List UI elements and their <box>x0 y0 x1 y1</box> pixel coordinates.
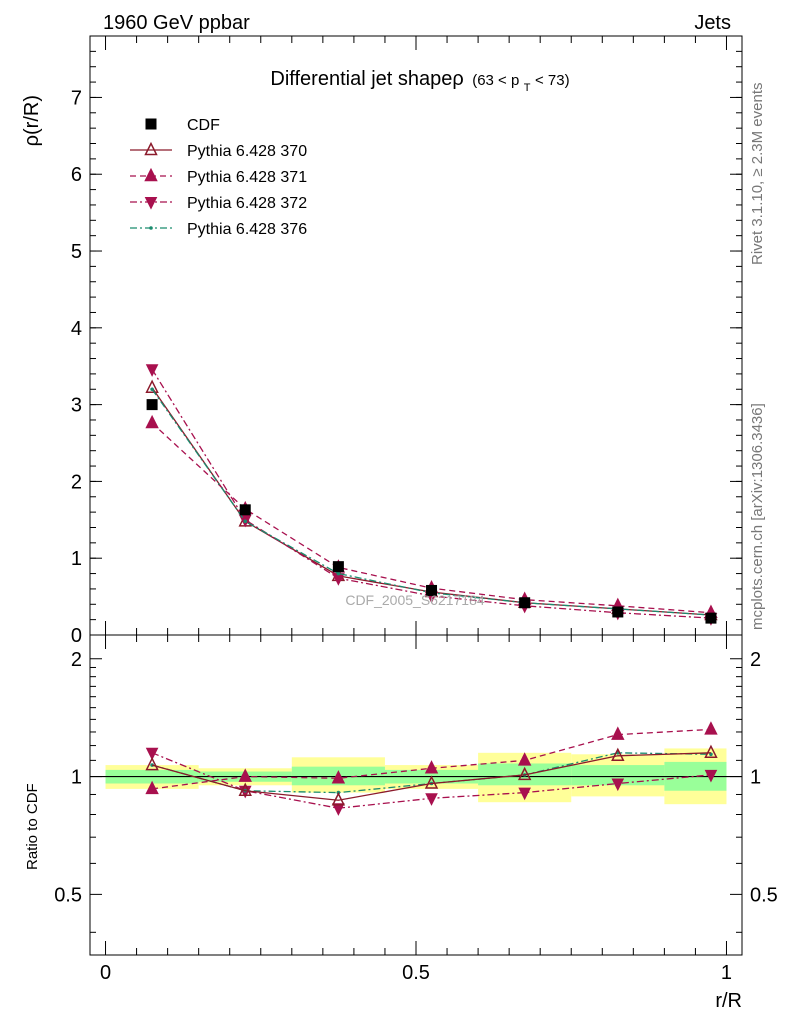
upper-series-layer <box>145 364 718 626</box>
ratio-point <box>332 803 345 816</box>
lower-y-tick-label: 0.5 <box>54 884 82 906</box>
legend: CDF Pythia 6.428 370 Pythia 6.428 371 Pythi… <box>130 117 307 238</box>
upper-y-tick-label: 1 <box>71 548 82 570</box>
data-point <box>332 561 344 573</box>
ratio-point <box>424 760 439 774</box>
ratio-point <box>704 769 718 783</box>
legend-label: Pythia 6.428 376 <box>187 221 307 238</box>
data-point <box>705 612 717 624</box>
ratio-point <box>145 780 159 795</box>
ratio-point <box>238 768 252 782</box>
uncertainty-bands <box>90 748 742 805</box>
ratio-point <box>238 782 252 796</box>
ratio-point <box>611 726 625 740</box>
ratio-point <box>517 752 532 766</box>
data-point <box>146 399 158 411</box>
lower-y-axis: 0.5 0.5 1 1 2 2 <box>54 649 778 933</box>
legend-label: Pythia 6.428 370 <box>187 143 307 160</box>
data-point <box>426 584 438 596</box>
legend-marker <box>144 167 158 182</box>
mcplots-label: mcplots.cern.ch [arXiv:1306.3436] <box>749 403 766 630</box>
header-right: Jets <box>694 12 731 34</box>
ratio-point <box>145 756 159 771</box>
legend-marker <box>145 118 157 130</box>
data-point <box>145 379 159 393</box>
x-tick-label: 0.5 <box>402 962 430 984</box>
ratio-point <box>145 747 159 761</box>
series-cdf <box>146 399 717 624</box>
upper-y-tick-label: 6 <box>71 164 82 186</box>
upper-y-label: ρ(r/R) <box>21 95 43 146</box>
lower-series-layer <box>145 721 718 816</box>
title-main: Differential jet shapeρ <box>270 68 463 90</box>
data-point <box>239 504 251 516</box>
ratio-point <box>517 766 532 781</box>
ratio-point <box>704 744 718 759</box>
legend-label: Pythia 6.428 372 <box>187 195 307 212</box>
ratio-point <box>518 787 531 801</box>
chart-title: Differential jet shapeρ (63 < p T < 73) <box>270 68 569 95</box>
legend-label: Pythia 6.428 371 <box>187 169 307 186</box>
x-axis: 0 0.5 1 <box>100 36 732 984</box>
data-point <box>145 364 159 377</box>
legend-label: CDF <box>187 117 220 134</box>
data-point <box>150 387 154 392</box>
data-point <box>612 606 624 618</box>
watermark: CDF_2005_S6217184 <box>345 592 485 608</box>
ratio-series-pythia-6-428-371 <box>145 721 718 795</box>
title-sub-post: < 73) <box>535 72 570 89</box>
lower-y-tick-label-right: 1 <box>750 767 761 789</box>
lower-y-tick-label-right: 0.5 <box>750 884 778 906</box>
ratio-point <box>331 770 346 784</box>
ratio-line <box>151 752 711 801</box>
ratio-series-pythia-6-428-370 <box>145 744 718 806</box>
ratio-point <box>704 721 718 735</box>
lower-y-tick-label: 1 <box>71 767 82 789</box>
legend-marker <box>149 226 153 230</box>
ratio-point <box>425 793 438 806</box>
x-tick-label: 0 <box>100 962 111 984</box>
band-inner <box>571 765 665 786</box>
upper-y-tick-label: 0 <box>71 625 82 647</box>
data-point <box>519 597 531 609</box>
data-point <box>336 571 341 576</box>
upper-y-axis: 0 1 2 3 4 5 6 7 <box>71 50 742 647</box>
upper-y-tick-label: 2 <box>71 471 82 493</box>
ratio-point <box>424 775 439 789</box>
legend-marker <box>144 141 158 156</box>
header-left: 1960 GeV ppbar <box>103 12 250 34</box>
ratio-point <box>611 778 625 792</box>
lower-y-tick-label: 2 <box>71 649 82 671</box>
upper-y-tick-label: 7 <box>71 87 82 109</box>
upper-y-tick-label: 3 <box>71 395 82 417</box>
upper-y-tick-label: 5 <box>71 241 82 263</box>
upper-y-tick-label: 4 <box>71 318 82 340</box>
lower-y-label: Ratio to CDF <box>24 783 41 870</box>
title-sub-pre: (63 < p <box>472 72 519 89</box>
rivet-label: Rivet 3.1.10, ≥ 2.3M events <box>749 83 766 266</box>
data-point <box>243 519 248 524</box>
ratio-point <box>611 747 625 762</box>
x-axis-label: r/R <box>715 990 742 1012</box>
title-sub-index: T <box>524 82 531 94</box>
legend-marker <box>144 197 158 210</box>
x-tick-label: 1 <box>721 962 732 984</box>
ratio-point <box>331 792 346 806</box>
data-point <box>145 414 159 429</box>
lower-y-tick-label-right: 2 <box>750 649 761 671</box>
